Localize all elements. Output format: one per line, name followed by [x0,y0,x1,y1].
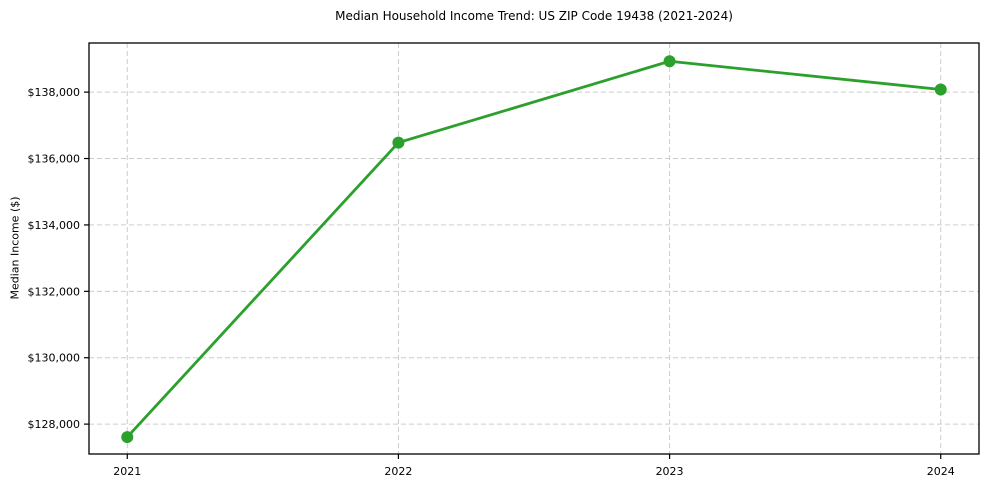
x-tick-label: 2021 [113,465,141,478]
data-point [934,83,947,96]
y-tick-label: $138,000 [28,86,81,99]
x-tick-label: 2022 [384,465,412,478]
x-tick-label: 2023 [656,465,684,478]
y-tick-label: $134,000 [28,219,81,232]
data-point [392,136,405,149]
y-tick-label: $136,000 [28,153,81,166]
x-tick-label: 2024 [927,465,955,478]
y-tick-label: $132,000 [28,285,81,298]
trend-line [125,59,943,439]
chart-title: Median Household Income Trend: US ZIP Co… [335,9,733,23]
y-tick-label: $128,000 [28,418,81,431]
plot-border [88,42,980,455]
data-point [663,55,676,68]
y-tick-label: $130,000 [28,352,81,365]
data-point [121,431,134,444]
